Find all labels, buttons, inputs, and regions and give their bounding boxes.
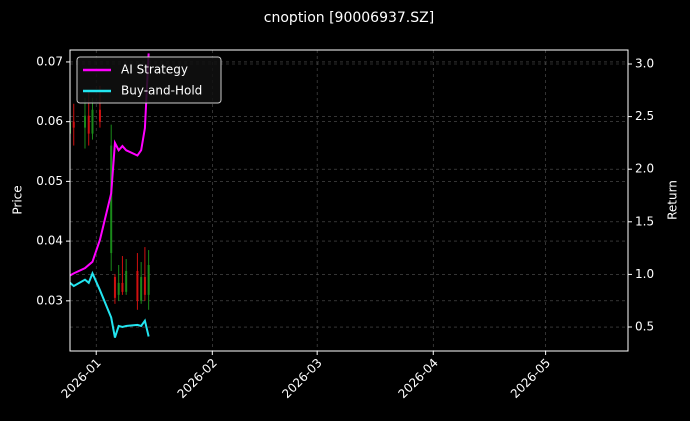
y2-tick-label: 1.0 xyxy=(635,267,654,281)
legend-label: AI Strategy xyxy=(121,63,188,77)
line-series xyxy=(70,270,150,338)
candle-body xyxy=(147,265,150,295)
y2-tick-label: 3.0 xyxy=(635,56,654,70)
y-tick-label: 0.06 xyxy=(36,114,63,128)
y2-tick-label: 2.5 xyxy=(635,109,654,123)
candle-body xyxy=(140,276,143,301)
y2-axis-label: Return xyxy=(666,180,680,220)
candle-body xyxy=(136,270,139,301)
candle-body xyxy=(113,276,116,298)
candle-body xyxy=(143,276,146,295)
y-tick-label: 0.07 xyxy=(36,54,63,68)
y-tick-label: 0.04 xyxy=(36,234,63,248)
candle-body xyxy=(117,282,120,295)
y-tick-label: 0.03 xyxy=(36,293,63,307)
chart-title: cnoption [90006937.SZ] xyxy=(264,10,434,26)
candle-body xyxy=(125,270,128,292)
y-tick-label: 0.05 xyxy=(36,174,63,188)
candle-body xyxy=(83,115,86,128)
candle-body xyxy=(91,109,94,134)
candle-body xyxy=(87,115,90,134)
line-series xyxy=(70,53,150,277)
y-axis-label: Price xyxy=(11,185,25,214)
y2-tick-label: 0.5 xyxy=(635,320,654,334)
plot-frame xyxy=(69,49,629,352)
candle-body xyxy=(98,109,101,122)
candle-body xyxy=(110,145,113,254)
legend-box xyxy=(76,56,222,104)
legend-label: Buy-and-Hold xyxy=(121,84,202,98)
plot xyxy=(70,53,150,338)
y2-tick-label: 1.5 xyxy=(635,214,654,228)
y2-tick-label: 2.0 xyxy=(635,162,654,176)
candle-body xyxy=(121,282,124,292)
candle-body xyxy=(72,121,75,128)
